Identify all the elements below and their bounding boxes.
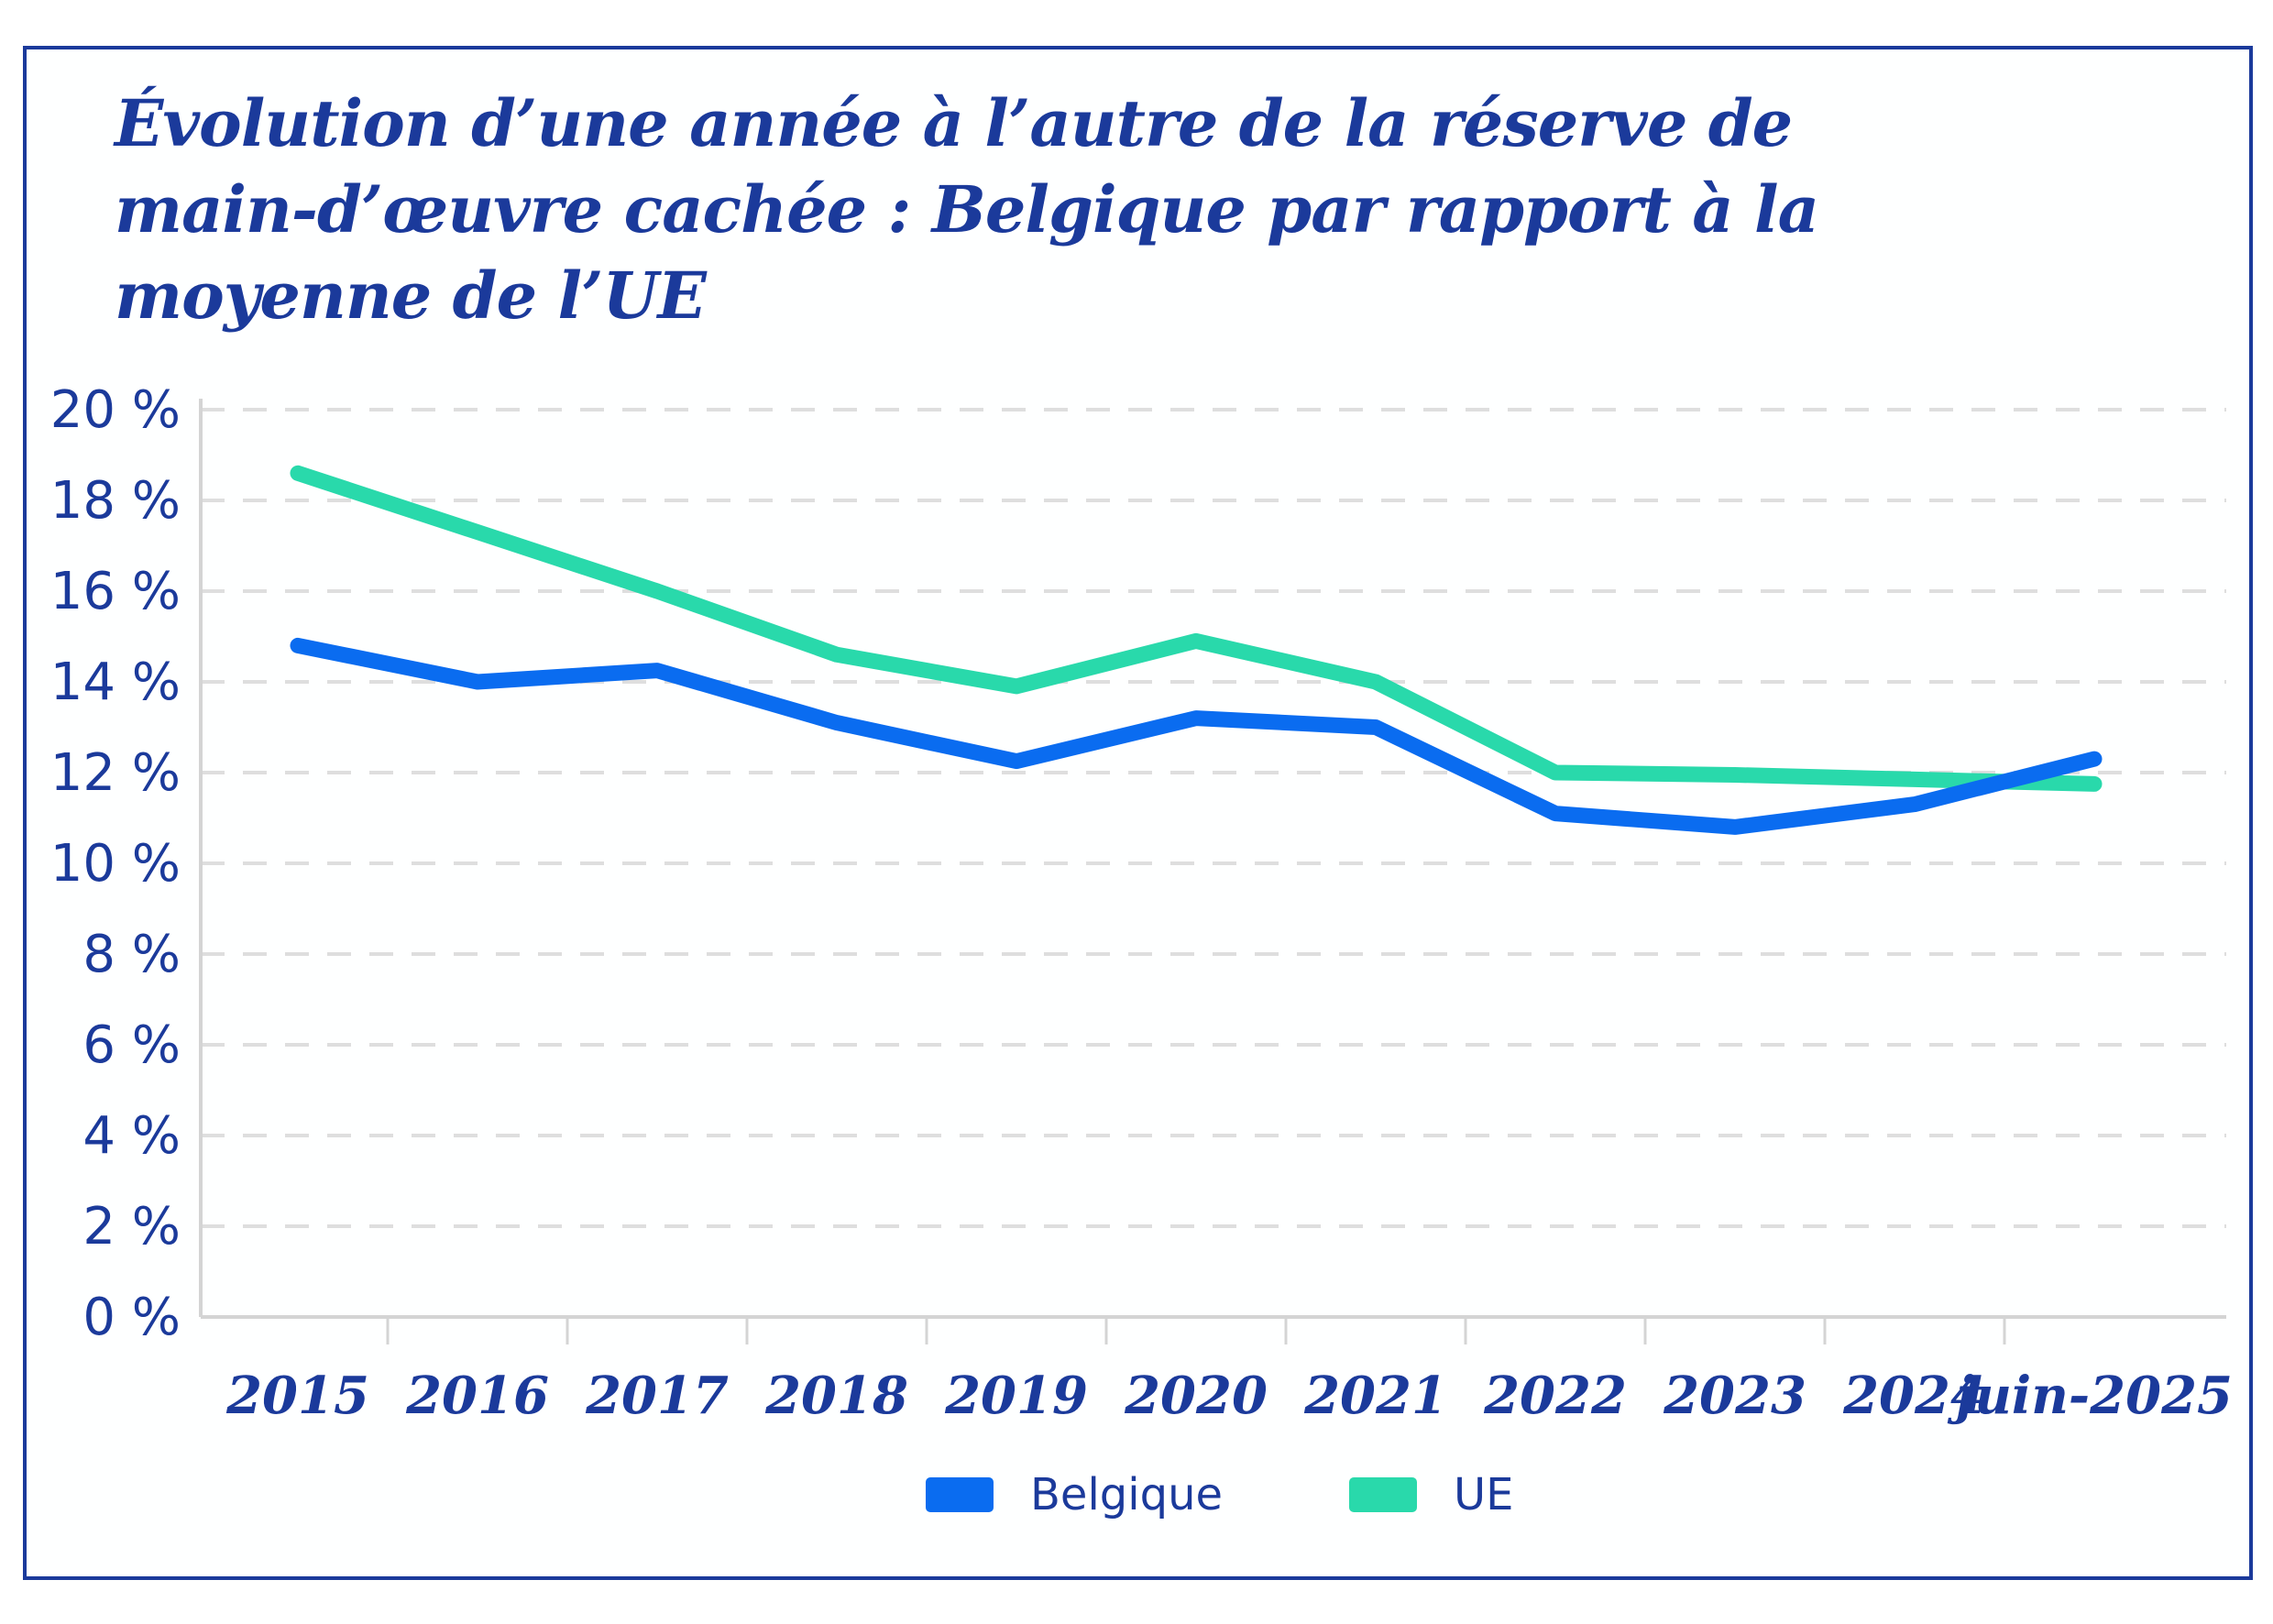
x-axis-category-label: 2016 [405, 1366, 549, 1426]
chart-title: Évolution d’une année à l’autre de la ré… [115, 81, 1819, 338]
line-chart: 0 % 2 % 4 % 6 % 8 % 10 % 12 % 14 % 16 % 18 % 20 % 2… [27, 355, 2249, 1574]
y-axis-tick-label: 12 % [50, 743, 181, 803]
y-axis-tick-label: 8 % [82, 925, 181, 984]
legend-label-ue: UE [1454, 1469, 1513, 1520]
y-axis-tick-label: 6 % [82, 1015, 181, 1075]
series-line-ue [290, 465, 2103, 792]
y-axis-tick-label: 20 % [50, 380, 181, 440]
y-axis-tick-label: 10 % [50, 834, 181, 894]
line-chart-canvas: 0 % 2 % 4 % 6 % 8 % 10 % 12 % 14 % 16 % 18 % 20 % 2… [50, 380, 2233, 1520]
x-axis-category-label: 2021 [1303, 1366, 1447, 1426]
y-axis-tick-label: 16 % [50, 562, 181, 621]
x-axis-category-label: 2019 [944, 1366, 1088, 1426]
y-axis-tick-label: 4 % [82, 1106, 181, 1166]
legend-label-belgique: Belgique [1030, 1469, 1223, 1520]
x-axis-category-label: 2022 [1483, 1366, 1627, 1426]
chart-title-line-2: main-d’œuvre cachée : Belgique par rappo… [115, 170, 1819, 247]
y-axis-tick-label: 2 % [82, 1197, 181, 1256]
y-axis-tick-label: 18 % [50, 471, 181, 531]
x-axis-category-label: 2020 [1124, 1366, 1268, 1426]
y-axis-tick-label: 0 % [82, 1288, 181, 1347]
series-line-belgique [290, 637, 2103, 835]
x-axis-category-label: 2015 [225, 1366, 369, 1426]
x-axis-category-label: 2024 [1842, 1366, 1986, 1426]
legend-swatch-ue [1349, 1477, 1417, 1512]
chart-title-line-1: Évolution d’une année à l’autre de la ré… [115, 85, 1793, 161]
x-axis-category-label: 2023 [1663, 1366, 1806, 1426]
x-axis-category-label: 2018 [764, 1366, 908, 1426]
legend-swatch-belgique [926, 1477, 994, 1512]
y-axis-tick-label: 14 % [50, 653, 181, 712]
chart-title-line-3: moyenne de l’UE [115, 257, 707, 334]
chart-card: Évolution d’une année à l’autre de la ré… [23, 46, 2253, 1580]
x-axis-category-label: juin-2025 [1947, 1366, 2233, 1426]
x-axis-category-label: 2017 [585, 1366, 729, 1426]
